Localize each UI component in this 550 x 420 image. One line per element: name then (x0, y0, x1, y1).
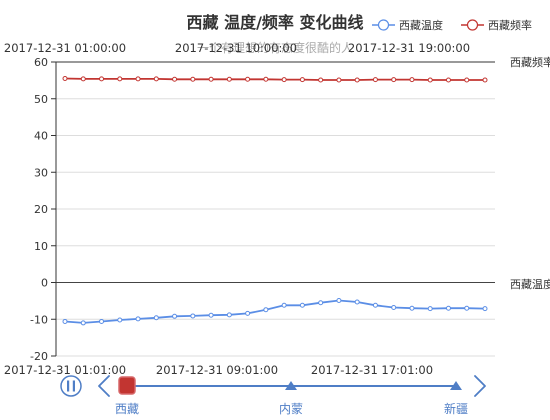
data-point (117, 76, 123, 82)
data-point (281, 302, 287, 308)
data-point (172, 76, 178, 82)
y-tick-label: -10 (30, 313, 48, 326)
y-axis-name-frequency: 西藏频率 (510, 55, 550, 69)
data-point (135, 76, 141, 82)
y-tick-label: 20 (34, 203, 48, 216)
data-point (464, 305, 470, 311)
data-point (80, 76, 86, 82)
y-tick-label: 30 (34, 166, 48, 179)
data-point (117, 317, 123, 323)
data-point (372, 77, 378, 83)
pause-icon[interactable] (60, 375, 82, 397)
data-point (318, 300, 324, 306)
timeline-marker-xinjiang[interactable] (450, 381, 462, 390)
y-tick-label: 0 (41, 277, 48, 290)
top-time-tick-2: 2017-12-31 19:00:00 (348, 41, 470, 55)
timeline: 西藏 内蒙 新疆 (60, 375, 486, 416)
data-point (208, 76, 214, 82)
data-point (409, 305, 415, 311)
data-point (153, 315, 159, 321)
timeline-label-xinjiang[interactable]: 新疆 (444, 401, 468, 416)
legend: 西藏温度 西藏频率 (372, 18, 532, 32)
y-tick-label: 40 (34, 130, 48, 143)
chevron-left-icon[interactable] (98, 375, 110, 397)
data-point (336, 77, 342, 83)
timeline-label-neimeng[interactable]: 内蒙 (279, 402, 303, 416)
y-tick-label: 10 (34, 240, 48, 253)
data-point (391, 77, 397, 83)
data-point (299, 302, 305, 308)
data-point (354, 77, 360, 83)
y-axis-name-temperature: 西藏温度 (510, 277, 550, 291)
pause-bar-left (67, 380, 70, 392)
data-point (80, 320, 86, 326)
data-point (445, 77, 451, 83)
data-point (190, 76, 196, 82)
data-point (172, 313, 178, 319)
pause-bar-right (72, 380, 75, 392)
data-point (62, 318, 68, 324)
data-point (208, 312, 214, 318)
legend-label-temperature: 西藏温度 (399, 18, 443, 32)
data-point (299, 77, 305, 83)
data-point (427, 77, 433, 83)
legend-label-frequency: 西藏频率 (488, 18, 532, 32)
bottom-time-tick-0: 2017-12-31 01:01:00 (4, 363, 126, 377)
data-point (354, 299, 360, 305)
data-point (99, 76, 105, 82)
data-point (153, 76, 159, 82)
series-line (64, 299, 486, 324)
legend-marker-frequency (466, 19, 479, 31)
data-point (336, 298, 342, 304)
top-time-tick-0: 2017-12-31 01:00:00 (4, 41, 126, 55)
data-point (445, 305, 451, 311)
data-point (190, 313, 196, 319)
y-tick-label: 60 (34, 56, 48, 69)
data-point (427, 306, 433, 312)
data-point (263, 307, 269, 313)
data-point (318, 77, 324, 83)
data-point (464, 77, 470, 83)
legend-item-frequency[interactable]: 西藏频率 (461, 18, 532, 32)
legend-item-temperature[interactable]: 西藏温度 (372, 18, 443, 32)
timeline-current-marker[interactable] (118, 376, 136, 395)
chart-title: 西藏 温度/频率 变化曲线 (187, 13, 364, 32)
data-point (245, 310, 251, 316)
series-line (64, 77, 485, 81)
chart-subtitle: 一个有理想的有态度很酷的人 (197, 40, 353, 55)
data-point (263, 76, 269, 82)
bottom-time-tick-1: 2017-12-31 09:01:00 (156, 363, 278, 377)
data-point (226, 312, 232, 318)
timeline-label-xizang[interactable]: 西藏 (115, 402, 139, 416)
legend-marker-temperature (377, 19, 390, 31)
data-point (482, 77, 488, 83)
data-point (391, 304, 397, 310)
data-point (226, 76, 232, 82)
top-time-tick-1: 2017-12-31 10:00:00 (175, 41, 297, 55)
data-point (245, 76, 251, 82)
y-tick-label: -20 (30, 350, 48, 363)
data-point (62, 76, 68, 82)
play-pause-button[interactable] (60, 375, 82, 397)
data-point (482, 306, 488, 312)
plot-area: 60 50 40 30 20 10 0 -10 -20 (30, 56, 495, 363)
data-point (135, 316, 141, 322)
chevron-right-icon[interactable] (474, 375, 486, 397)
data-point (409, 77, 415, 83)
timeline-marker-neimeng[interactable] (285, 381, 297, 390)
bottom-time-tick-2: 2017-12-31 17:01:00 (311, 363, 433, 377)
data-point (281, 77, 287, 83)
data-point (99, 318, 105, 324)
y-tick-label: 50 (34, 93, 48, 106)
data-point (372, 302, 378, 308)
